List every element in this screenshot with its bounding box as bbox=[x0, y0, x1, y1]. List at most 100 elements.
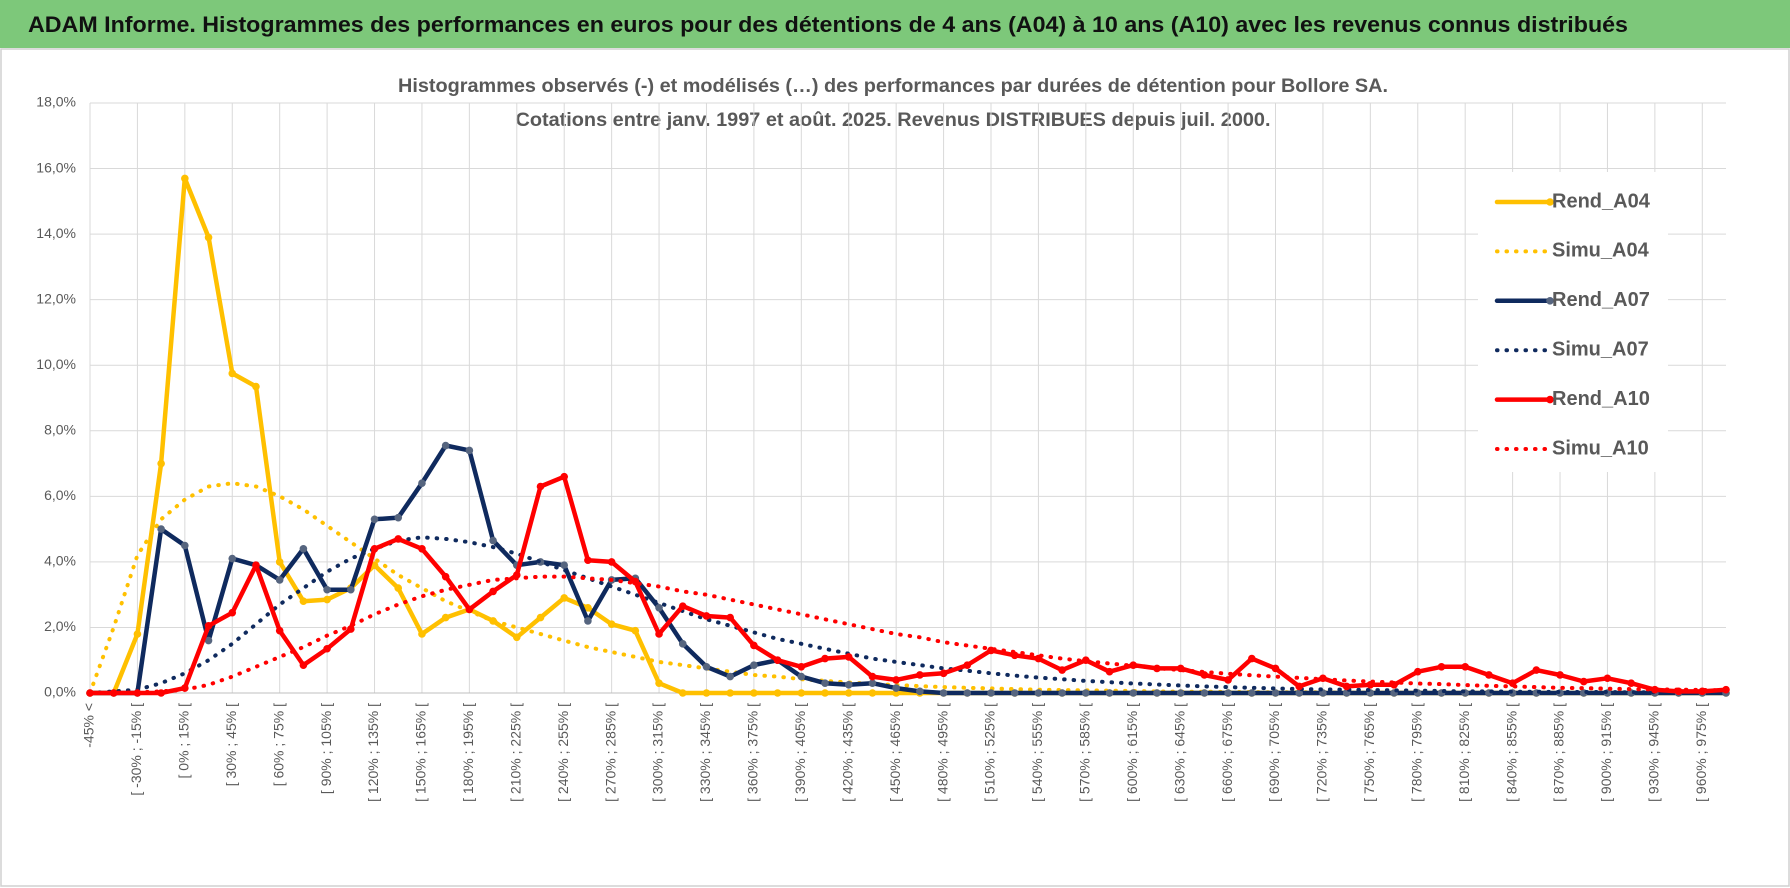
x-tick-label: [ 540% ; 555% [ bbox=[1029, 703, 1045, 802]
data-point bbox=[1105, 689, 1114, 697]
legend-marker bbox=[1546, 395, 1554, 404]
x-tick-label: [ 930% ; 945% [ bbox=[1646, 703, 1662, 802]
data-point bbox=[750, 689, 758, 697]
legend-label: Rend_A07 bbox=[1552, 289, 1650, 311]
legend-label: Rend_A10 bbox=[1552, 388, 1650, 410]
data-point bbox=[584, 556, 592, 565]
data-point bbox=[133, 630, 142, 638]
data-point bbox=[1105, 667, 1114, 676]
data-point bbox=[441, 613, 450, 622]
data-point bbox=[821, 679, 829, 687]
x-tick-label: [ 750% ; 765% [ bbox=[1361, 703, 1377, 802]
title-background bbox=[392, 70, 1392, 140]
data-point bbox=[726, 672, 734, 681]
data-point bbox=[1485, 671, 1493, 679]
legend: Rend_A04 Simu_A04 Rend_A07 Simu_A07 Rend_A10… bbox=[1478, 172, 1668, 472]
x-tick-label: [ 390% ; 405% [ bbox=[792, 703, 808, 802]
data-point bbox=[418, 630, 426, 638]
legend-label: Rend_A04 bbox=[1552, 190, 1651, 212]
y-tick-label: 8,0% bbox=[44, 421, 76, 437]
data-point bbox=[275, 576, 284, 584]
data-point bbox=[204, 622, 213, 630]
data-point bbox=[584, 603, 592, 612]
data-point bbox=[1034, 689, 1043, 697]
x-tick-label: [ 840% ; 855% [ bbox=[1503, 703, 1519, 802]
data-point bbox=[750, 641, 758, 650]
x-tick-label: [ 900% ; 915% [ bbox=[1598, 703, 1614, 802]
data-point bbox=[299, 544, 308, 553]
data-point bbox=[607, 620, 616, 628]
x-tick-label: -45% < bbox=[81, 703, 97, 748]
data-point bbox=[394, 584, 403, 592]
x-tick-label: [ 690% ; 705% [ bbox=[1266, 703, 1282, 802]
plot bbox=[86, 174, 1730, 697]
y-tick-label: 0,0% bbox=[44, 684, 76, 700]
y-tick-label: 14,0% bbox=[36, 225, 76, 241]
series-line bbox=[88, 574, 1728, 695]
data-point bbox=[773, 656, 782, 665]
data-point bbox=[726, 613, 734, 622]
data-point bbox=[1247, 689, 1256, 697]
data-point bbox=[157, 689, 165, 697]
legend-label: Simu_A07 bbox=[1552, 338, 1649, 360]
data-point bbox=[916, 687, 924, 696]
x-tick-label: [ 150% ; 165% [ bbox=[413, 703, 429, 802]
data-point bbox=[584, 617, 592, 625]
x-tick-label: [ 570% ; 585% [ bbox=[1077, 703, 1093, 802]
data-point bbox=[418, 479, 426, 488]
data-point bbox=[536, 613, 545, 622]
data-point bbox=[1579, 677, 1588, 686]
x-tick-label: [ 510% ; 525% [ bbox=[982, 703, 998, 802]
data-point bbox=[1200, 689, 1209, 697]
data-point bbox=[441, 572, 450, 581]
data-point bbox=[678, 689, 687, 697]
data-point bbox=[1603, 674, 1612, 683]
data-point bbox=[1556, 671, 1564, 679]
x-tick-label: [ 780% ; 795% [ bbox=[1408, 703, 1424, 802]
data-point bbox=[1224, 676, 1232, 684]
x-tick-label: [ 720% ; 735% [ bbox=[1314, 703, 1330, 802]
data-point bbox=[1271, 664, 1280, 673]
x-tick-label: [ 360% ; 375% [ bbox=[745, 703, 761, 802]
data-point bbox=[939, 689, 948, 697]
y-tick-label: 12,0% bbox=[36, 290, 76, 306]
series-line bbox=[88, 535, 1728, 695]
data-point bbox=[418, 544, 426, 553]
data-point bbox=[228, 608, 237, 617]
data-point bbox=[252, 561, 260, 569]
data-point bbox=[868, 689, 877, 697]
data-point bbox=[1627, 679, 1635, 687]
y-tick-label: 16,0% bbox=[36, 159, 76, 175]
data-point bbox=[916, 671, 924, 679]
data-point bbox=[204, 636, 213, 645]
data-point bbox=[512, 633, 521, 642]
data-point bbox=[1010, 689, 1019, 697]
data-point bbox=[726, 689, 734, 697]
x-tick-label: [ 90% ; 105% [ bbox=[318, 703, 334, 794]
legend-label: Simu_A04 bbox=[1552, 240, 1650, 262]
data-point bbox=[157, 459, 165, 468]
data-point bbox=[773, 689, 782, 697]
data-point bbox=[750, 661, 758, 669]
legend-marker bbox=[1546, 297, 1554, 305]
series-line bbox=[87, 474, 1729, 696]
legend-marker bbox=[1546, 198, 1554, 206]
data-point bbox=[892, 676, 900, 684]
data-point bbox=[963, 661, 972, 669]
data-point bbox=[465, 446, 474, 455]
x-tick-label: [ 420% ; 435% [ bbox=[839, 703, 855, 802]
x-tick-label: [ 0% ; 15% [ bbox=[176, 703, 192, 779]
chart-title: Histogrammes observés (-) et modélisés (… bbox=[398, 76, 1388, 97]
data-point bbox=[489, 587, 497, 596]
header-title: ADAM Informe. Histogrammes des performan… bbox=[28, 12, 1628, 37]
x-tick-label: [ 480% ; 495% [ bbox=[934, 703, 950, 802]
data-point bbox=[1153, 689, 1161, 697]
data-point bbox=[821, 654, 829, 663]
y-tick-label: 2,0% bbox=[44, 618, 76, 634]
data-point bbox=[1413, 667, 1422, 676]
data-point bbox=[370, 515, 379, 524]
data-point bbox=[275, 626, 284, 635]
data-point bbox=[702, 612, 711, 620]
data-point bbox=[370, 561, 379, 569]
data-point bbox=[394, 513, 403, 522]
